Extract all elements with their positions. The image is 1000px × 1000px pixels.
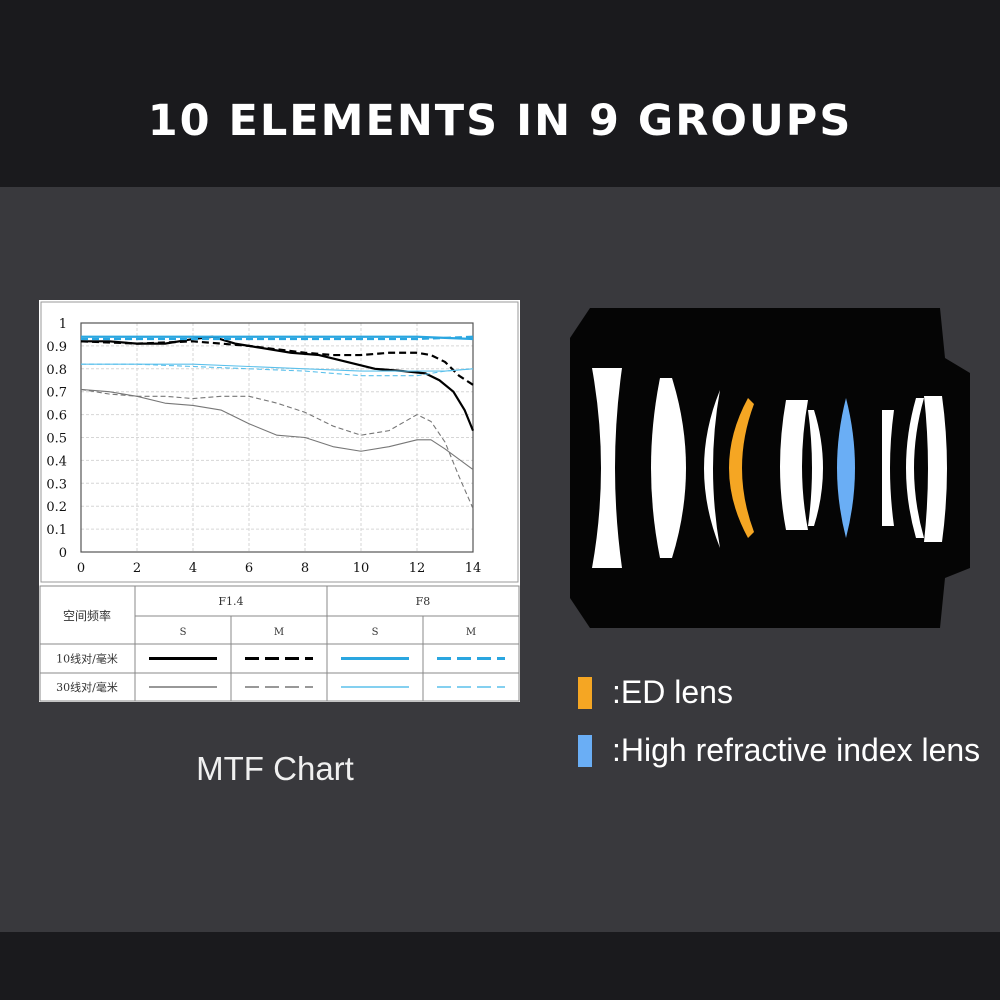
chart-axes: 00.10.20.30.40.50.60.70.80.910 2 4 6 8 10 12 14	[40, 301, 519, 583]
y-tick-label: 0.9	[46, 340, 67, 355]
y-tick-label: 0.2	[46, 500, 67, 515]
plot-border	[80, 322, 474, 553]
lens-element-6	[808, 410, 823, 526]
chart-series	[80, 335, 475, 509]
table-row-label: 10线对/毫米	[56, 652, 118, 666]
y-tick-label: 0	[59, 546, 67, 561]
x-tick-label: 12	[409, 561, 426, 576]
series-line-1	[80, 340, 474, 386]
legend-ed-lens: :ED lens	[578, 674, 733, 711]
lens-element-3	[704, 390, 720, 548]
lens-cross-section	[570, 308, 970, 628]
title-band	[0, 0, 1000, 187]
table-subheader-label: S	[372, 627, 379, 638]
series-line-2	[80, 388, 474, 471]
table-subheader-label: M	[466, 627, 476, 638]
y-tick-label: 0.5	[46, 432, 67, 447]
lens-element-1	[592, 368, 622, 568]
lens-element-10	[924, 396, 947, 542]
series-line-4	[81, 335, 474, 341]
y-tick-label: 0.1	[46, 523, 67, 538]
ed-lens-swatch	[578, 676, 592, 709]
table-row-label: 30线对/毫米	[56, 680, 118, 694]
y-tick-label: 0.8	[46, 363, 67, 378]
series-line-7	[81, 363, 474, 377]
bottom-band	[0, 932, 1000, 1000]
high-refractive-lens-element	[837, 398, 855, 538]
x-tick-label: 6	[245, 561, 253, 576]
page-title: 10 ELEMENTS IN 9 GROUPS	[147, 96, 853, 146]
x-tick-label: 4	[189, 561, 197, 576]
mtf-chart-panel: 0 0.1 0.2 0.3 0.4 0.5 0.6 0.7 0.8 0.9 1 0 2 4 6 8 10 12 14…	[39, 300, 520, 702]
high-refractive-lens-label: :High refractive index lens	[612, 732, 981, 768]
lens-element-5	[780, 400, 808, 530]
table-group-label: F8	[416, 595, 431, 608]
high-refractive-lens-swatch	[578, 734, 592, 767]
lens-element-2	[651, 378, 686, 558]
series-line-6	[81, 363, 474, 372]
x-tick-label: 2	[133, 561, 141, 576]
series-line-3	[80, 388, 474, 509]
x-tick-label: 10	[353, 561, 370, 576]
y-tick-label: 0.7	[46, 386, 67, 401]
legend-high-refractive-lens: :High refractive index lens	[578, 732, 980, 769]
x-tick-label: 8	[301, 561, 309, 576]
legend-table: 空间频率 F1.4 F8 S M S M 10线对/毫米 30线对/毫米	[39, 585, 520, 702]
chart-grid	[81, 323, 473, 552]
chart-caption: MTF Chart	[196, 750, 354, 787]
y-tick-label: 0.6	[46, 409, 67, 424]
ed-lens-label: :ED lens	[612, 674, 733, 710]
table-header-label: 空间频率	[63, 608, 111, 623]
table-subheader-label: S	[180, 627, 187, 638]
mtf-chart: 00.10.20.30.40.50.60.70.80.910 2 4 6 8 10 12 14…	[39, 301, 520, 702]
y-tick-label: 0.4	[46, 454, 67, 469]
lens-element-8	[882, 410, 894, 526]
lens-element-9	[906, 398, 924, 538]
x-tick-label: 14	[465, 561, 482, 576]
y-tick-label: 1	[59, 317, 67, 332]
table-subheader-label: M	[274, 627, 284, 638]
x-tick-label: 0	[77, 561, 85, 576]
table-group-label: F1.4	[218, 595, 243, 608]
ed-lens-element	[729, 398, 754, 538]
y-tick-label: 0.3	[46, 477, 67, 492]
chart-frame	[40, 301, 519, 583]
